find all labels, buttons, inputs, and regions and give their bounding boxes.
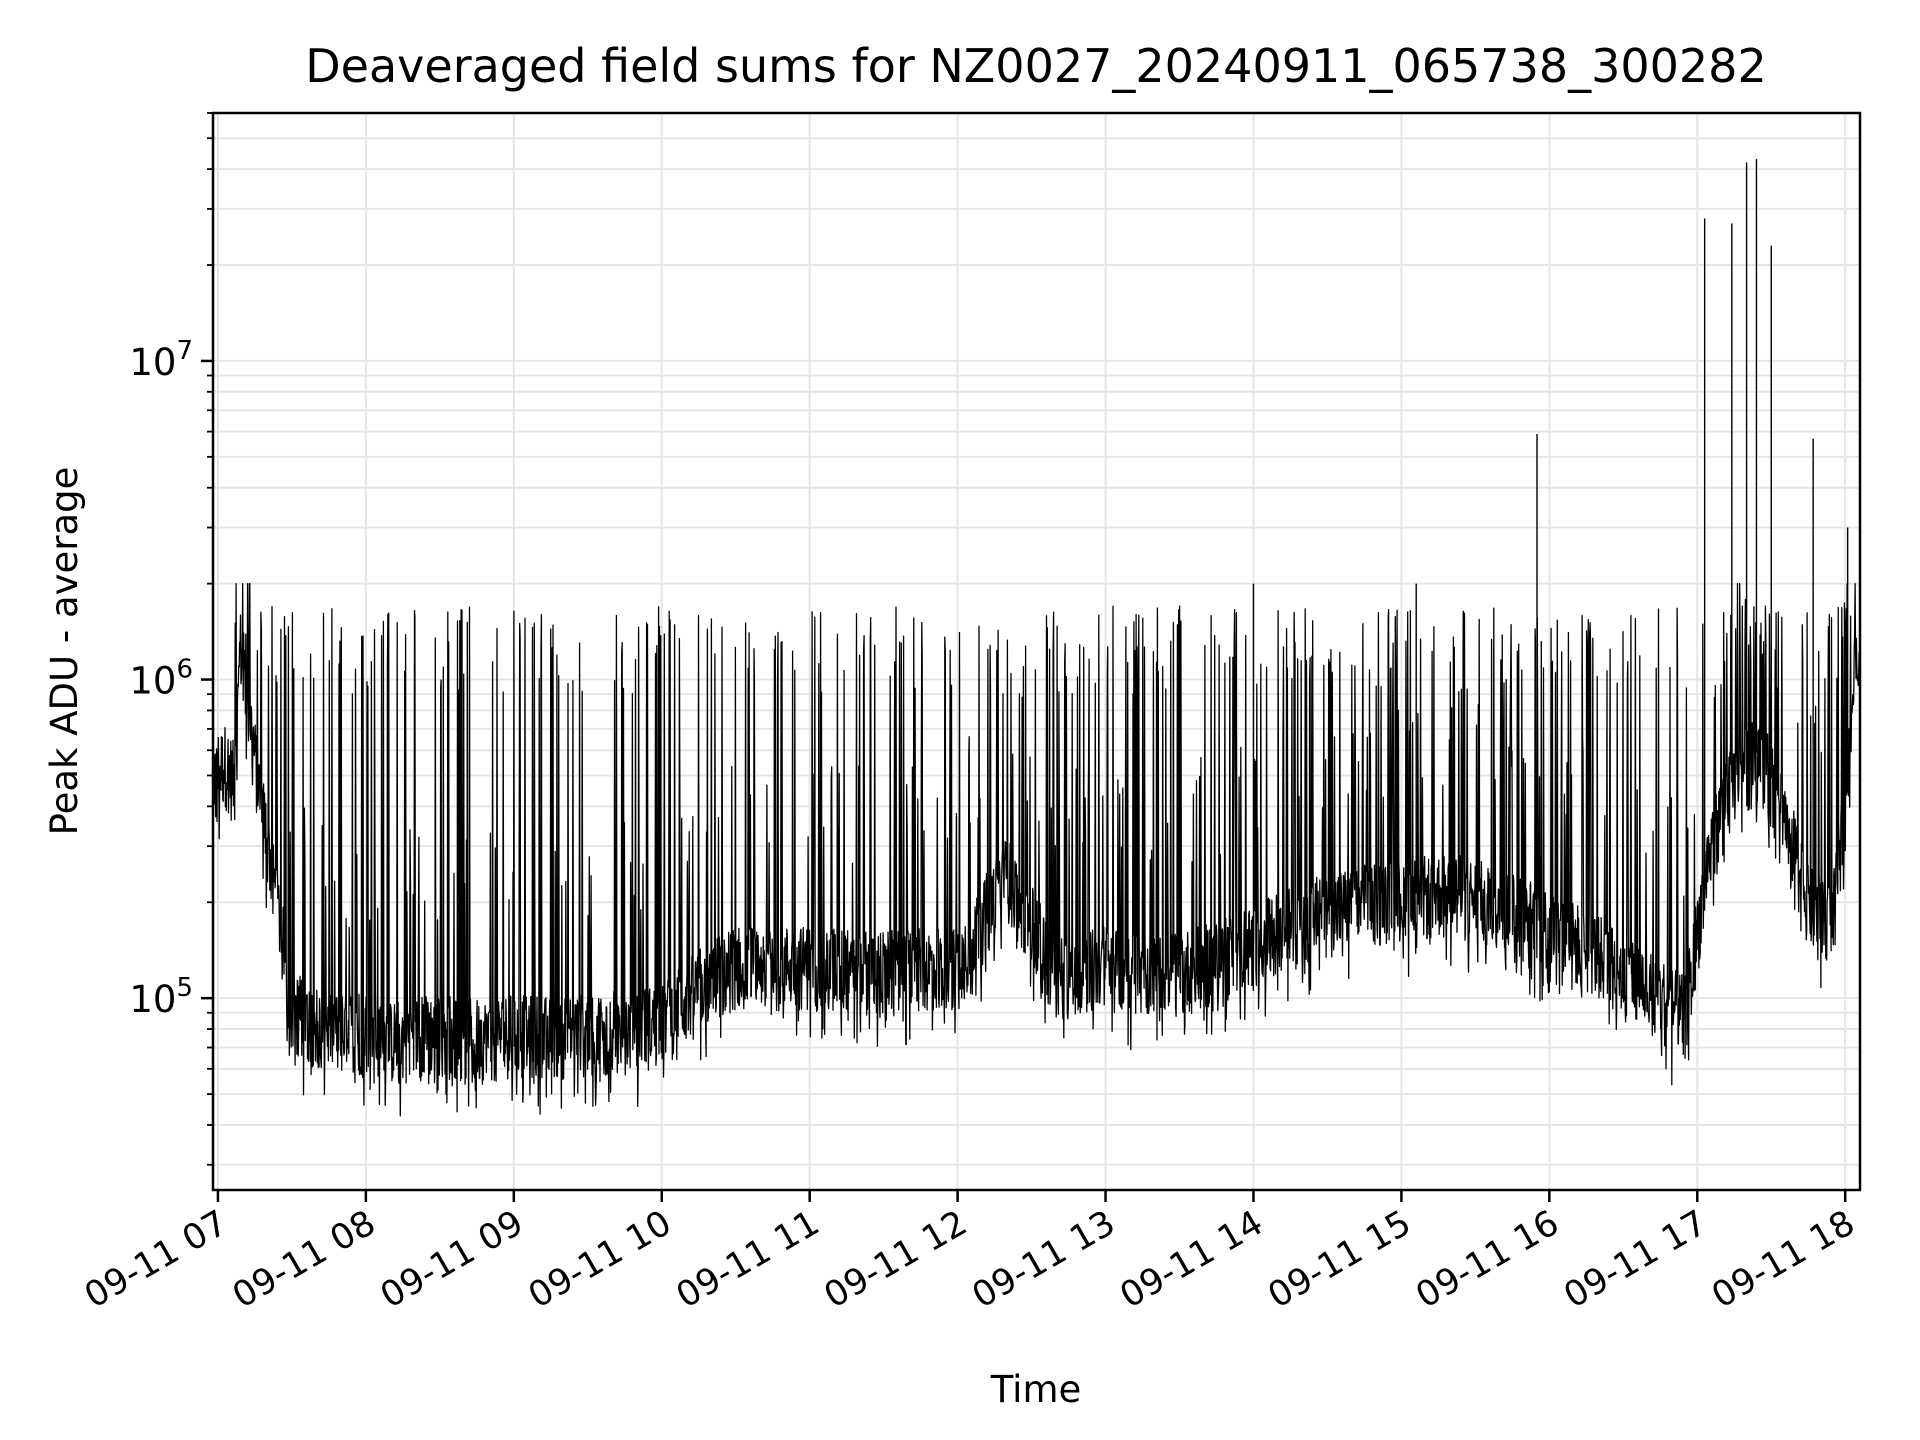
- series-layer: [213, 159, 1860, 1117]
- y-tick-label: 106: [129, 655, 193, 703]
- y-tick-label: 107: [129, 336, 193, 384]
- grid-lines: [213, 112, 1860, 1190]
- chart-title: Deaveraged field sums for NZ0027_2024091…: [305, 39, 1766, 93]
- y-tick-label: 105: [129, 973, 193, 1021]
- plot-frame: [211, 111, 1862, 1192]
- x-axis-label: Time: [990, 1368, 1082, 1411]
- y-axis: 105 106 107: [129, 112, 213, 1166]
- y-axis-label: Peak ADU - average: [43, 467, 86, 836]
- plot-area: [213, 159, 1860, 1117]
- series-line: [213, 582, 1860, 1117]
